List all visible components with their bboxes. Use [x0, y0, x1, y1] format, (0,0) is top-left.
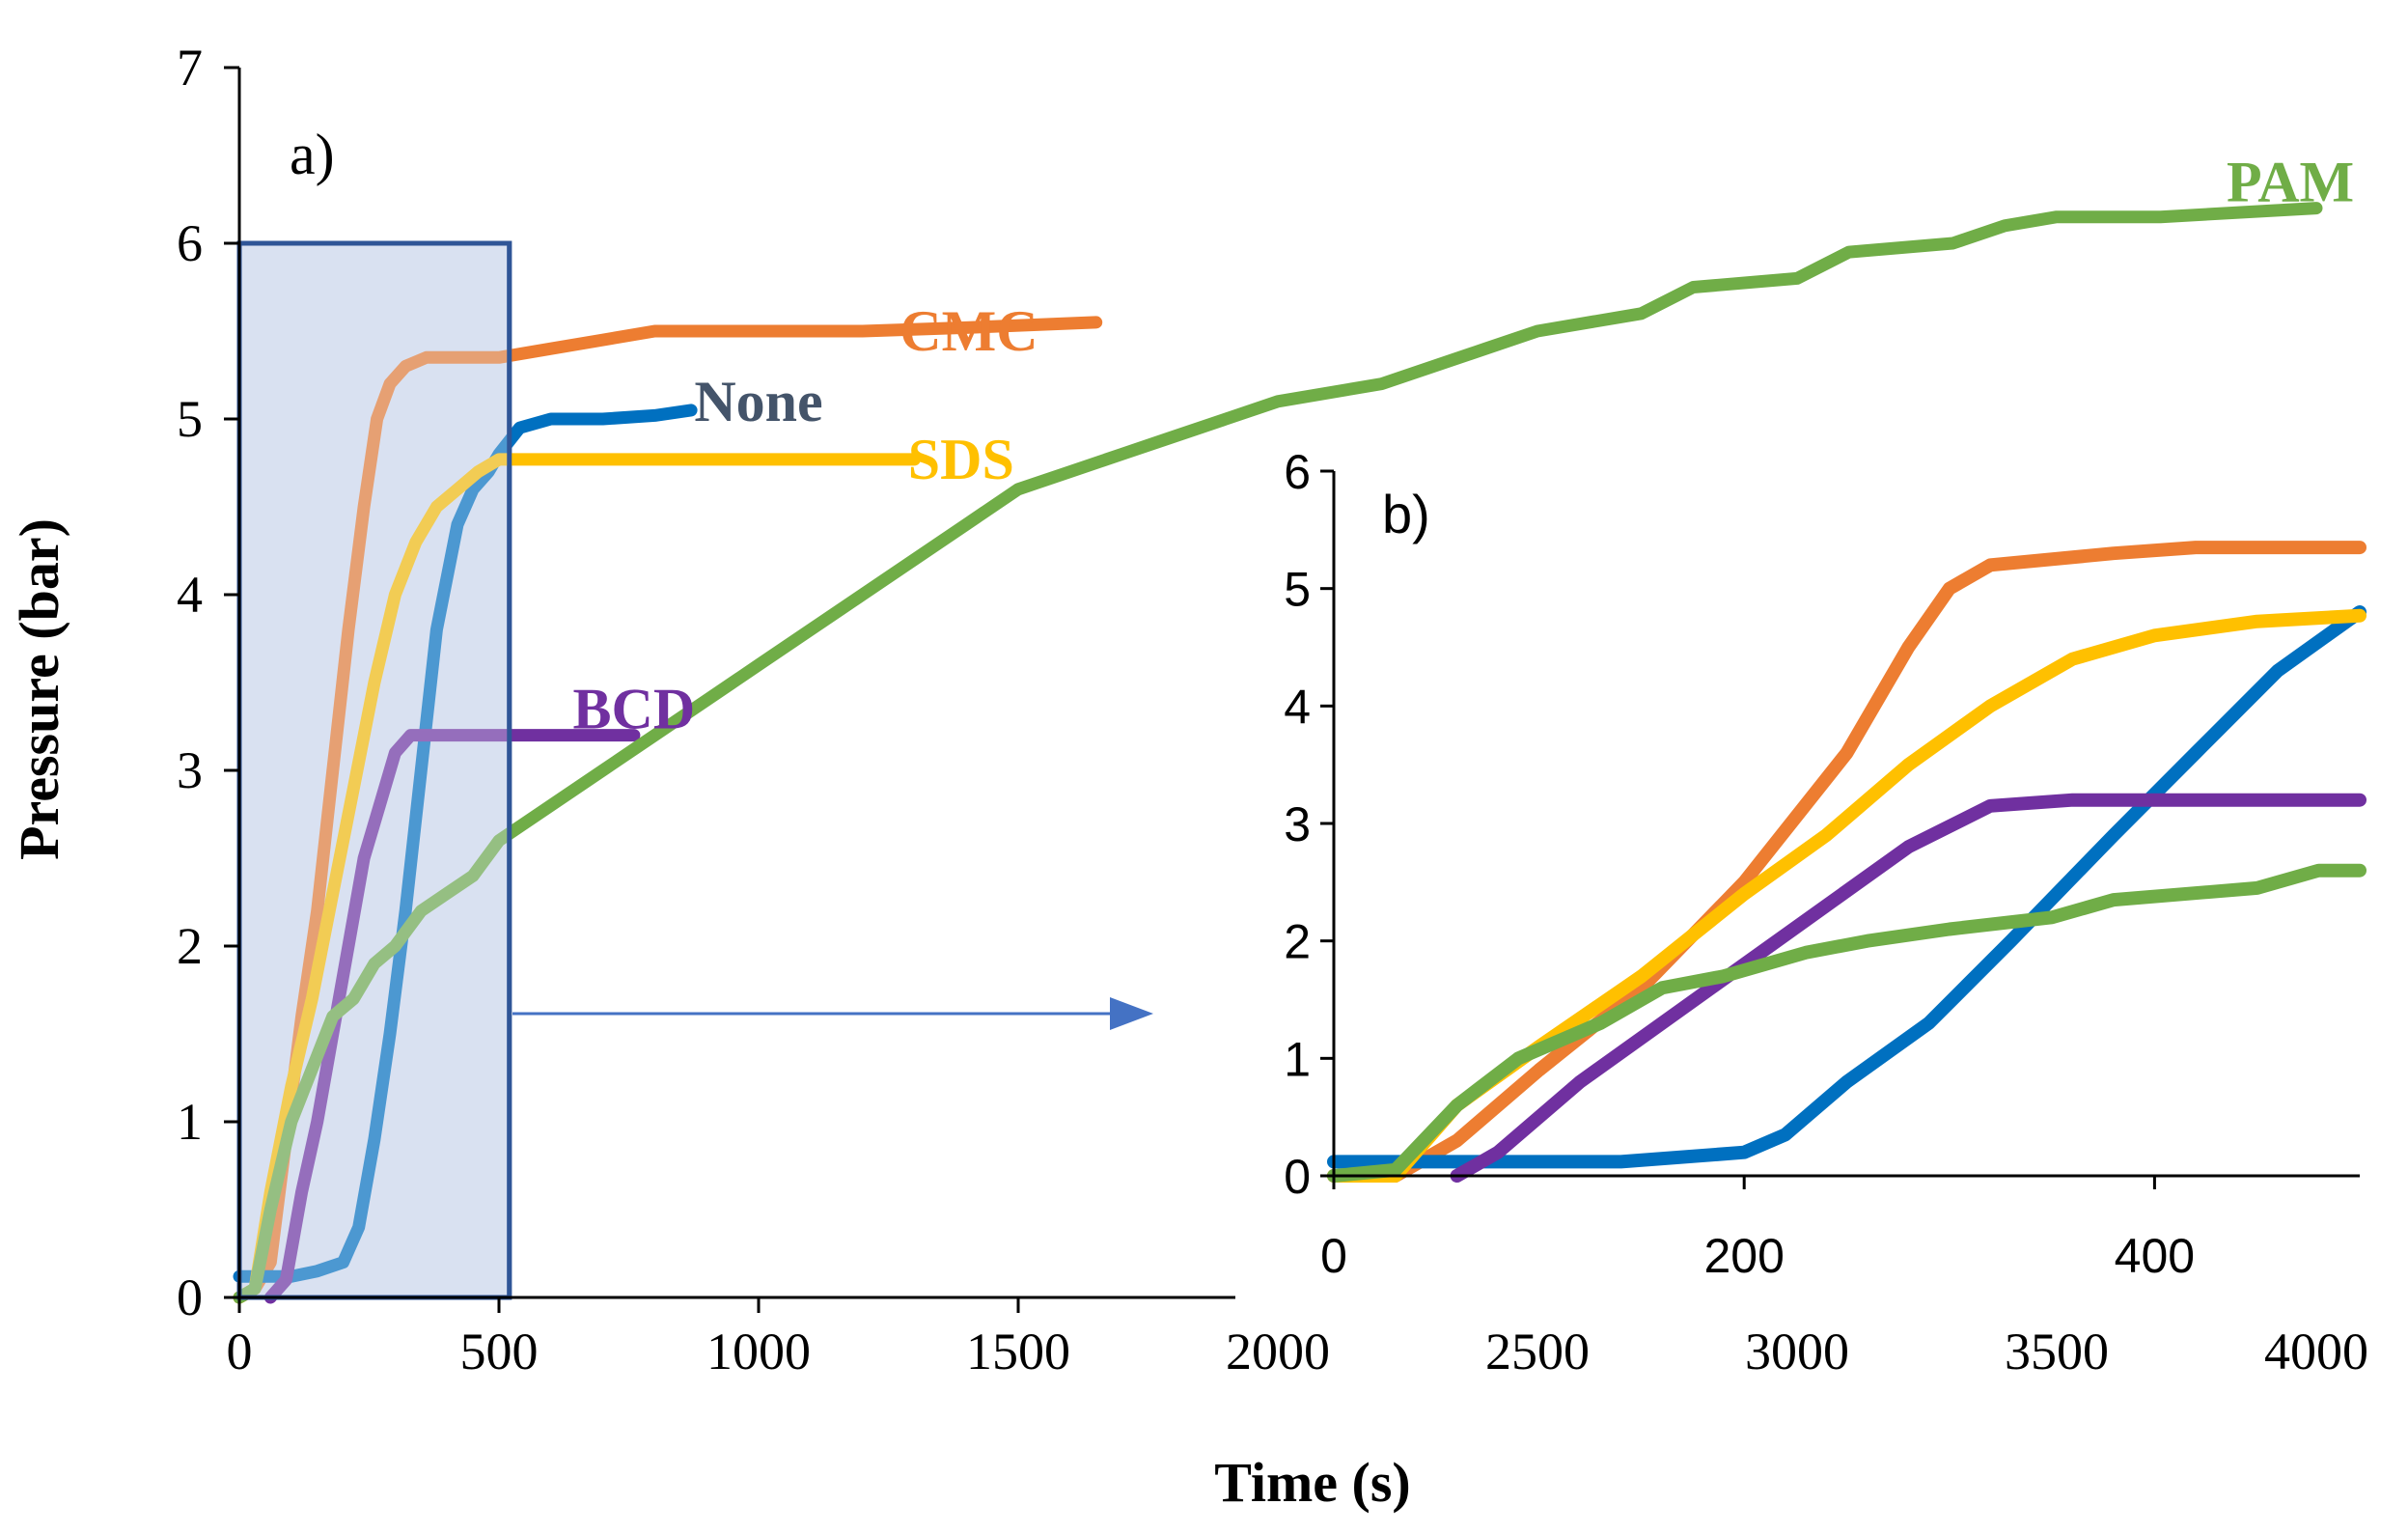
x-tick-label: 2000 — [1226, 1323, 1330, 1380]
y-tick-label: 0 — [177, 1268, 203, 1326]
inset-series-line-cmc — [1327, 541, 2366, 1183]
series-labels: CMC None SDS BCD PAM — [573, 150, 2355, 740]
inset-x-tick-label: 200 — [1703, 1229, 1784, 1283]
y-tick-label: 4 — [177, 566, 203, 624]
y-tick-label: 5 — [177, 390, 203, 448]
y-tick-label: 7 — [177, 39, 203, 97]
main-x-ticks: 0 500 1000 1500 2000 2500 3000 3500 4000 — [227, 1297, 2368, 1380]
series-label-sds: SDS — [908, 428, 1014, 491]
panel-label-b: b) — [1382, 484, 1430, 544]
y-tick-label: 3 — [177, 741, 203, 799]
inset-background — [1235, 444, 2394, 1313]
inset-chart-panel: 0 1 2 3 4 5 6 0 200 400 b) — [1235, 444, 2394, 1313]
inset-y-tick-label: 0 — [1284, 1150, 1311, 1204]
series-label-bcd: BCD — [573, 677, 696, 740]
inset-y-ticks: 0 1 2 3 4 5 6 — [1284, 445, 1334, 1204]
x-tick-label: 2500 — [1485, 1323, 1590, 1380]
inset-series-line-none — [1327, 605, 2366, 1169]
series-line-bcd — [263, 729, 641, 1304]
inset-x-tick-label: 400 — [2115, 1229, 2195, 1283]
y-axis-label: Pressure (bar) — [8, 518, 70, 860]
x-tick-label: 1500 — [966, 1323, 1070, 1380]
series-label-cmc: CMC — [900, 299, 1038, 363]
inset-x-tick-label: 0 — [1320, 1229, 1347, 1283]
series-line-sds — [233, 453, 921, 1304]
inset-x-ticks: 0 200 400 — [1320, 1176, 2195, 1283]
series-line-pam — [233, 202, 2323, 1304]
inset-y-tick-label: 1 — [1284, 1032, 1311, 1086]
y-tick-label: 1 — [177, 1093, 203, 1151]
inset-series-line-bcd — [1450, 793, 2366, 1183]
main-y-ticks: 0 1 2 3 4 5 6 7 — [177, 39, 239, 1326]
x-tick-label: 500 — [460, 1323, 539, 1380]
series-line-none — [233, 404, 698, 1283]
zoom-arrow — [512, 997, 1153, 1030]
x-tick-label: 3500 — [2005, 1323, 2109, 1380]
y-tick-label: 2 — [177, 917, 203, 975]
x-tick-label: 0 — [227, 1323, 253, 1380]
inset-y-tick-label: 3 — [1284, 797, 1311, 851]
inset-y-tick-label: 2 — [1284, 915, 1311, 969]
inset-series-group — [1327, 541, 2366, 1183]
panel-label-a: a) — [290, 123, 335, 186]
x-tick-label: 3000 — [1745, 1323, 1849, 1380]
inset-y-tick-label: 4 — [1284, 680, 1311, 734]
inset-y-tick-label: 6 — [1284, 445, 1311, 499]
series-label-pam: PAM — [2227, 150, 2354, 213]
series-label-none: None — [694, 370, 822, 433]
inset-y-tick-label: 5 — [1284, 563, 1311, 617]
inset-series-line-pam — [1327, 863, 2366, 1183]
x-axis-label: Time (s) — [1214, 1451, 1411, 1514]
zoom-highlight-overlay — [236, 240, 512, 1300]
x-tick-label: 1000 — [706, 1323, 811, 1380]
y-tick-label: 6 — [177, 214, 203, 272]
x-tick-label: 4000 — [2264, 1323, 2368, 1380]
